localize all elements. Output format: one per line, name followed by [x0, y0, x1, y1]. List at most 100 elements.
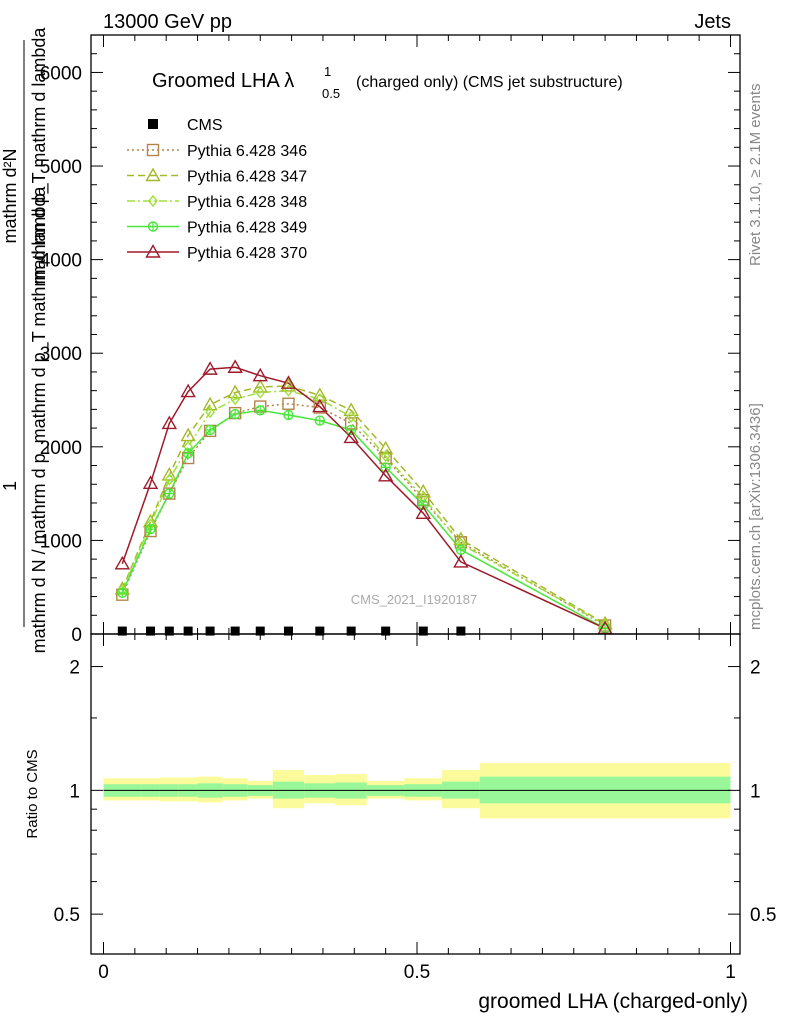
series-marker — [312, 398, 328, 413]
energy-label: 13000 GeV pp — [103, 11, 232, 33]
series-marker-cross — [315, 416, 325, 426]
series-marker — [163, 487, 176, 500]
legend-label: Pythia 6.428 349 — [187, 220, 307, 237]
cms-data-point — [255, 626, 265, 636]
legend-cms-marker — [148, 119, 158, 129]
series-marker — [377, 467, 394, 482]
ratio-y-tick-label-left: 2 — [69, 658, 80, 679]
main-y-axis: 0 1000 2000 3000 4000 5000 6000 — [40, 53, 740, 646]
x-tick-label: 1 — [725, 962, 736, 983]
series-marker — [227, 384, 243, 399]
series-marker — [230, 392, 241, 406]
cms-data-point — [346, 626, 356, 636]
ratio-y-tick-label-left: 1 — [69, 781, 80, 802]
series-marker — [280, 375, 297, 389]
legend-marker — [146, 143, 160, 157]
series-marker — [415, 483, 431, 498]
series-marker-cross — [255, 405, 265, 415]
series-marker — [202, 396, 218, 411]
legend-label: Pythia 6.428 346 — [187, 143, 307, 160]
series-marker — [282, 397, 295, 410]
x-tick-label: 0.5 — [404, 962, 430, 983]
legend-marker — [145, 244, 161, 258]
cms-data-point — [418, 626, 428, 636]
series-marker-cross — [164, 489, 174, 499]
cms-data-point — [117, 626, 127, 636]
ratio-panel-frame — [90, 633, 741, 955]
series-marker-cross — [456, 545, 466, 555]
legend-cms-label: CMS — [187, 117, 223, 134]
legend-label: Pythia 6.428 370 — [187, 245, 307, 262]
ratio-y-tick-label-right: 0.5 — [750, 905, 776, 926]
cms-data-point — [146, 626, 156, 636]
series-marker — [380, 450, 391, 463]
legend-marker-cross — [148, 222, 158, 231]
ratio-x-axis: 0 0.5 1 — [98, 634, 736, 983]
main-y-tick-label: 2000 — [40, 438, 82, 459]
series-marker — [415, 505, 431, 519]
cms-data-point — [315, 626, 325, 636]
series-line — [121, 366, 606, 630]
main-y-tick-label: 3000 — [40, 344, 82, 365]
legend: CMS Pythia 6.428 346 Pythia 6.428 347 Pyth… — [127, 117, 307, 262]
series-marker — [180, 427, 196, 442]
main-title-subscript: 0.5 — [322, 86, 340, 101]
main-title-suffix: (charged only) (CMS jet substructure) — [356, 74, 623, 91]
series-line — [121, 385, 606, 625]
series-marker — [313, 401, 327, 414]
series-marker-cross — [117, 588, 127, 598]
series-marker — [202, 361, 218, 375]
series-marker — [227, 359, 243, 373]
ratio-y-tick-label-right: 1 — [750, 781, 761, 802]
series-marker — [164, 473, 175, 486]
ratio-y-axis-title: Ratio to CMS — [24, 749, 41, 838]
cms-data-point — [205, 626, 215, 636]
series-marker — [161, 415, 178, 430]
mcplots-label: mcplots.cern.ch [arXiv:1306.3436] — [747, 403, 764, 630]
main-y-tick-label: 4000 — [40, 251, 82, 272]
series-marker — [114, 555, 131, 570]
x-axis-title: groomed LHA (charged-only) — [478, 990, 748, 1013]
series-marker-cross — [230, 409, 240, 419]
series-marker — [283, 384, 294, 397]
main-y-tick-label: 0 — [71, 625, 82, 646]
series-marker — [343, 402, 359, 417]
series-marker — [346, 410, 357, 423]
series-marker — [252, 378, 268, 393]
series-line — [121, 389, 606, 626]
x-tick-label: 0 — [98, 962, 109, 983]
y-title-line3: mathrm d²N — [0, 148, 20, 243]
main-y-axis-title: 1 mathrm d N / mathrm d p_mathrm d p_T m… — [0, 27, 50, 654]
series-marker — [377, 440, 394, 455]
ratio-y-tick-label-right: 2 — [750, 658, 761, 679]
main-y-tick-label: 6000 — [40, 63, 82, 84]
main-title: Groomed LHA λ — [152, 70, 294, 92]
legend-marker — [148, 194, 158, 208]
series-marker — [453, 531, 469, 546]
series-marker — [180, 383, 196, 398]
series-marker — [343, 429, 359, 444]
cms-data-point — [230, 626, 240, 636]
series-marker — [280, 378, 297, 392]
ratio-y-tick-label-left: 0.5 — [54, 905, 80, 926]
series-marker-cross — [283, 410, 293, 420]
series-marker — [453, 554, 469, 568]
legend-label: Pythia 6.428 347 — [187, 169, 307, 186]
main-title-text: Groomed LHA λ — [152, 70, 294, 92]
series-line — [121, 409, 606, 630]
main-y-tick-label: 1000 — [40, 531, 82, 552]
cms-data-point — [381, 626, 391, 636]
main-title-superscript: 1 — [324, 64, 331, 79]
series-marker — [142, 475, 159, 490]
series-marker-cross — [146, 524, 156, 534]
main-series — [114, 359, 613, 635]
series-marker-cross — [205, 425, 215, 435]
process-label: Jets — [694, 11, 731, 33]
series-marker — [205, 406, 215, 419]
analysis-id-label: CMS_2021_I1920187 — [351, 592, 478, 607]
cms-data-point — [456, 626, 466, 636]
series-marker — [314, 392, 325, 406]
cms-data-point — [283, 626, 293, 636]
series-marker-cross — [183, 448, 193, 458]
